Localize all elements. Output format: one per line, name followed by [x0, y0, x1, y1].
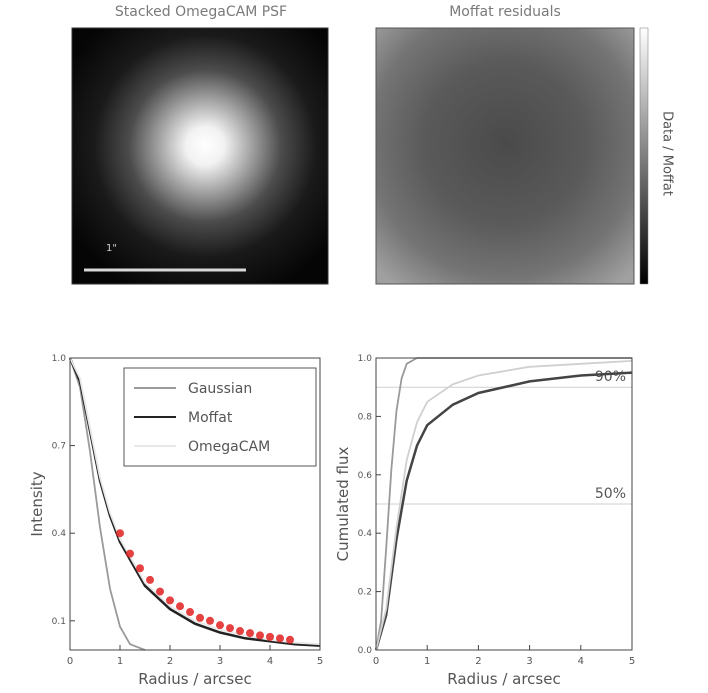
- radial_profile-ytick-label: 0.1: [52, 617, 66, 627]
- psf-panel-title: Stacked OmegaCAM PSF: [114, 4, 288, 20]
- radial_profile-xtick-label: 1: [117, 656, 123, 667]
- radial_profile-scatter-point: [116, 529, 124, 538]
- residual-panel-title: Moffat residuals: [449, 4, 561, 20]
- radial_profile-scatter-point: [126, 549, 134, 558]
- cumulative_flux-ytick-label: 0.2: [358, 588, 372, 598]
- radial_profile-ytick-label: 1.0: [52, 354, 67, 364]
- radial_profile-scatter-point: [226, 624, 234, 633]
- radial_profile-scatter-point: [156, 587, 164, 596]
- radial_profile-xlabel: Radius / arcsec: [138, 670, 251, 688]
- cumulative_flux-xtick-label: 1: [424, 656, 430, 667]
- cumulative_flux-series-moffat: [374, 371, 633, 651]
- radial_profile-legend-label-omegacam: OmegaCAM: [188, 439, 270, 455]
- radial_profile-scatter-point: [146, 575, 154, 584]
- cumulative_flux-xtick-label: 4: [578, 656, 584, 667]
- cumulative_flux-refline-label-1: 50%: [595, 486, 626, 502]
- radial_profile-scatter-point: [166, 596, 174, 605]
- cumulative_flux-xtick-label: 5: [629, 656, 635, 667]
- radial_profile-ylabel: Intensity: [28, 471, 46, 536]
- radial_profile-series-gaussian: [69, 357, 146, 651]
- cumulative_flux-series-omegacam: [375, 360, 633, 651]
- radial_profile-scatter-point: [266, 632, 274, 641]
- radial_profile-scatter-point: [256, 631, 264, 640]
- radial_profile-scatter-point: [176, 602, 184, 611]
- cumulative_flux-refline-label-0: 90%: [595, 369, 626, 385]
- radial_profile-xtick-label: 4: [267, 656, 273, 667]
- radial_profile-ytick-label: 0.7: [52, 442, 66, 452]
- radial_profile-scatter-point: [186, 608, 194, 617]
- radial_profile-xtick-label: 3: [217, 656, 223, 667]
- scale-bar-label: 1": [106, 243, 117, 254]
- radial_profile-xtick-label: 5: [317, 656, 323, 667]
- radial_profile-axes-frame: [69, 357, 321, 651]
- cumulative_flux-axes-frame: [375, 357, 633, 651]
- cumulative_flux-xtick-label: 0: [373, 656, 379, 667]
- radial_profile-xtick-label: 0: [67, 656, 73, 667]
- radial_profile-legend-label-moffat: Moffat: [188, 410, 233, 426]
- cumulative_flux-xtick-label: 2: [475, 656, 481, 667]
- radial_profile-scatter-point: [136, 564, 144, 573]
- radial_profile-legend-label-gaussian: Gaussian: [188, 381, 252, 397]
- cumulative_flux-xlabel: Radius / arcsec: [447, 670, 560, 688]
- cumulative_flux-ytick-label: 0.0: [358, 646, 373, 656]
- cumulative_flux-ytick-label: 0.6: [358, 471, 373, 481]
- cumulative_flux-ytick-label: 0.4: [358, 529, 373, 539]
- radial_profile-scatter-point: [236, 627, 244, 636]
- radial_profile-scatter-point: [276, 634, 284, 643]
- cumulative_flux-ytick-label: 1.0: [358, 354, 373, 364]
- radial_profile-scatter-point: [196, 613, 204, 622]
- cumulative_flux-ytick-label: 0.8: [358, 412, 373, 422]
- radial_profile-scatter-point: [246, 629, 254, 638]
- radial_profile-ytick-label: 0.4: [52, 529, 67, 539]
- cumulative_flux-ylabel: Cumulated flux: [334, 447, 352, 562]
- cumulative_flux-xtick-label: 3: [526, 656, 532, 667]
- radial_profile-xtick-label: 2: [167, 656, 173, 667]
- radial_profile-scatter-point: [216, 621, 224, 630]
- radial_profile-scatter-point: [286, 635, 294, 644]
- radial_profile-scatter-point: [206, 616, 214, 625]
